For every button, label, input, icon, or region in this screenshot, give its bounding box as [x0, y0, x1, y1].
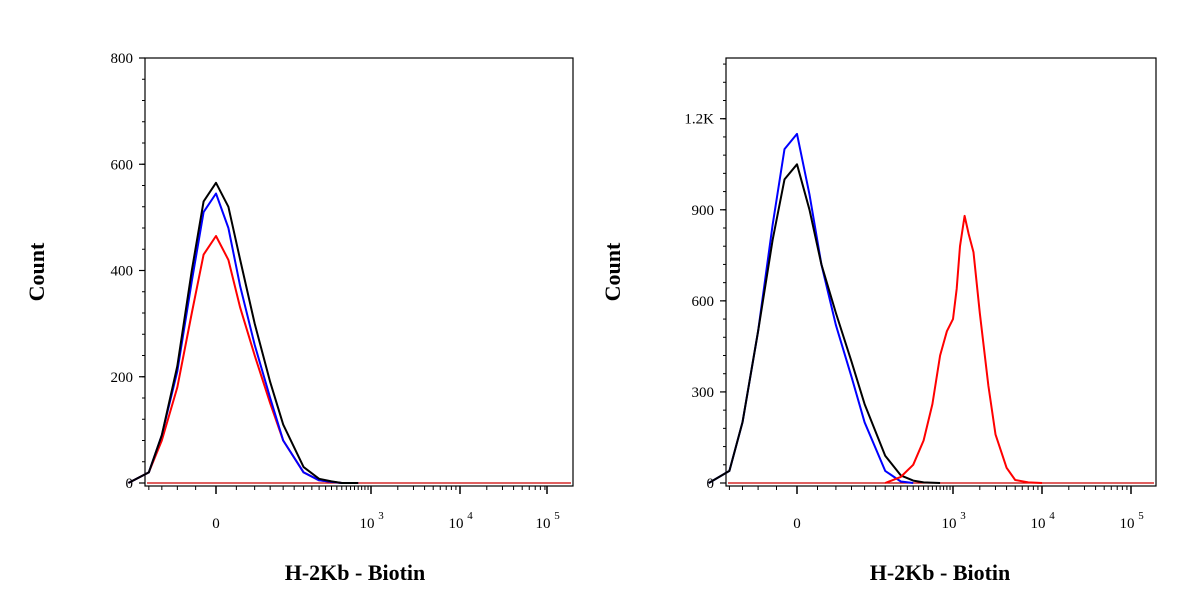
- y-ticks: 0 300 600 900 1.2K: [684, 63, 726, 492]
- y-tick-label: 0: [126, 476, 134, 492]
- x-tick-exponent: 3: [378, 510, 384, 522]
- y-tick-label: 300: [692, 385, 715, 401]
- x-tick-exponent: 3: [960, 510, 966, 522]
- series-group: [127, 181, 571, 484]
- series-line-2: [127, 181, 359, 484]
- x-tick-exponent: 4: [1049, 510, 1055, 522]
- x-axis-label: H-2Kb - Biotin: [285, 560, 426, 585]
- y-tick-label: 200: [111, 370, 134, 386]
- y-tick-label: 1.2K: [684, 112, 714, 128]
- y-tick-label: 600: [692, 294, 715, 310]
- x-axis-label: H-2Kb - Biotin: [870, 560, 1011, 585]
- x-tick-label: 10: [1031, 516, 1046, 532]
- y-tick-label: 800: [111, 51, 134, 67]
- x-tick-label: 0: [212, 516, 220, 532]
- y-tick-label: 0: [707, 476, 715, 492]
- x-tick-label: 10: [1120, 516, 1135, 532]
- series-line-2: [884, 214, 1043, 484]
- y-tick-label: 900: [692, 203, 715, 219]
- x-tick-label: 10: [942, 516, 957, 532]
- y-axis-label: Count: [24, 242, 49, 301]
- x-ticks: 0 10 3 10 4 10 5: [728, 486, 1144, 532]
- x-ticks: 0 10 3 10 4 10 5: [148, 486, 560, 532]
- series-group: [708, 132, 1154, 484]
- plot-frame: [144, 57, 574, 487]
- x-tick-label: 10: [360, 516, 375, 532]
- x-tick-exponent: 4: [467, 510, 473, 522]
- x-tick-label: 10: [536, 516, 551, 532]
- y-ticks: 0 200 400 600 800: [111, 51, 145, 492]
- plot-frame: [725, 57, 1157, 487]
- x-tick-label: 0: [793, 516, 801, 532]
- y-axis-label: Count: [600, 242, 625, 301]
- y-tick-label: 600: [111, 157, 134, 173]
- series-line-1: [708, 163, 941, 484]
- y-tick-label: 400: [111, 264, 134, 280]
- x-tick-label: 10: [449, 516, 464, 532]
- x-tick-exponent: 5: [554, 510, 560, 522]
- x-tick-exponent: 5: [1138, 510, 1144, 522]
